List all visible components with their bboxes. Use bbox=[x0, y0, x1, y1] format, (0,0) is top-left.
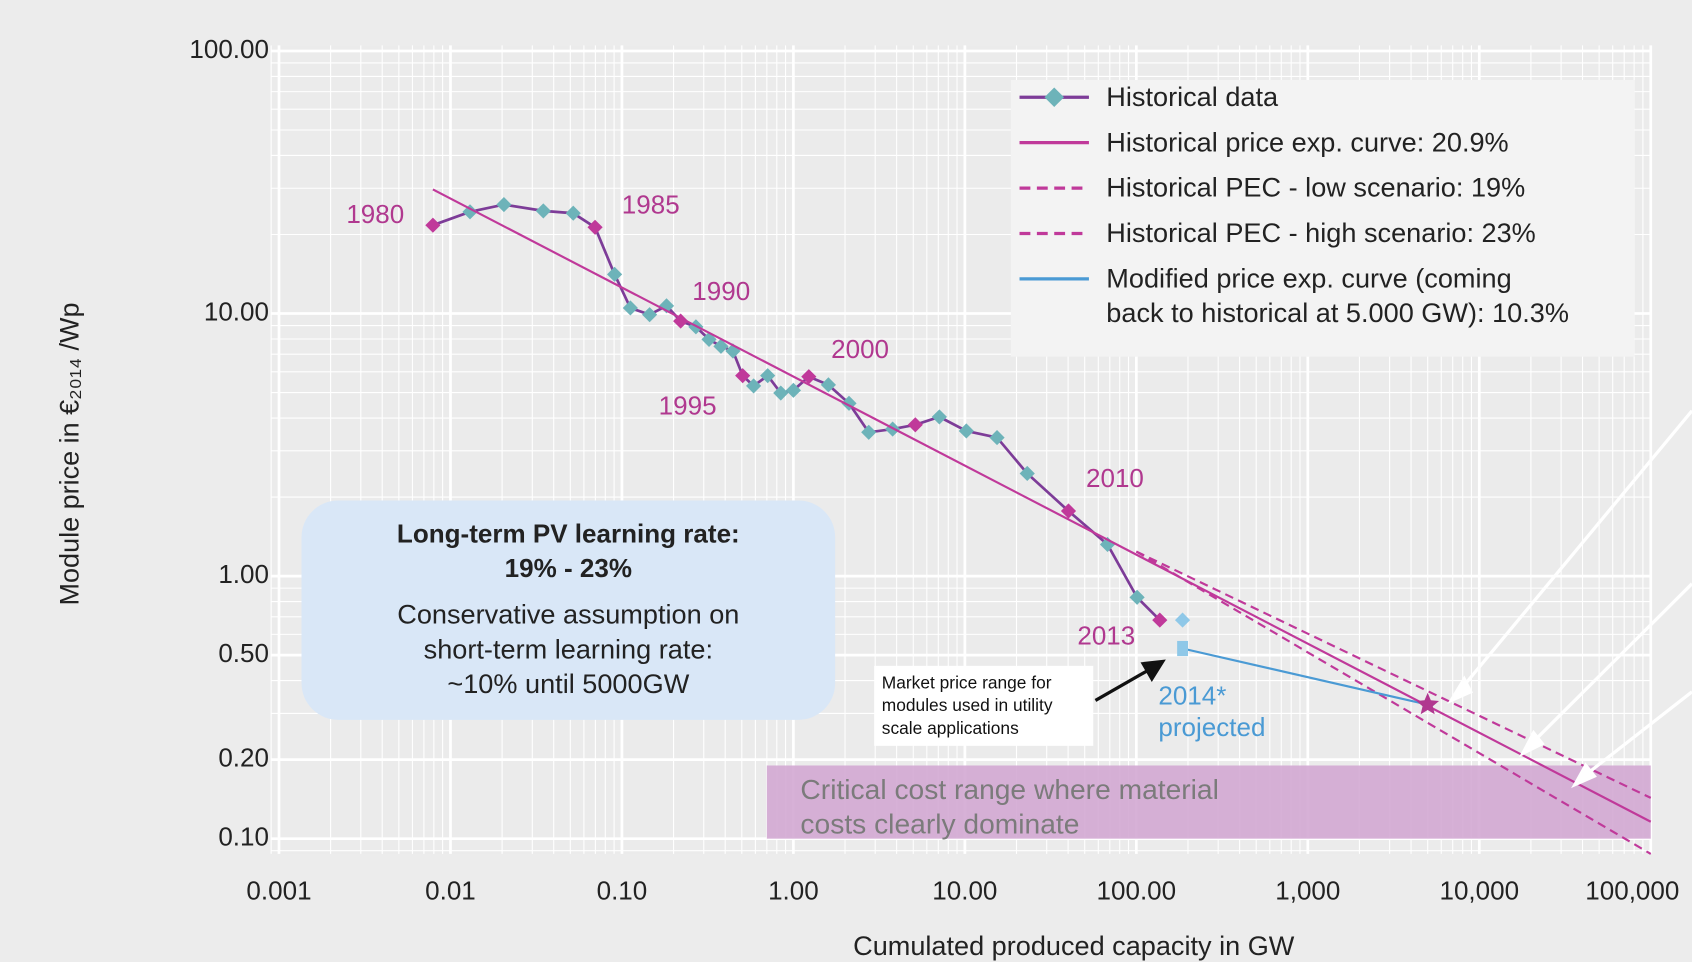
legend-swatch bbox=[1019, 186, 1089, 190]
series-line bbox=[432, 203, 1161, 622]
x-tick-label: 0.001 bbox=[246, 876, 311, 906]
cost-band bbox=[766, 765, 1651, 839]
x-tick-label: 10,000 bbox=[1440, 876, 1520, 906]
year-label: 2010 bbox=[1086, 463, 1144, 493]
year-label: 1995 bbox=[659, 390, 717, 420]
data-point bbox=[746, 378, 762, 394]
data-point bbox=[785, 382, 802, 398]
x-tick-label: 0.01 bbox=[425, 876, 476, 906]
legend-marker bbox=[1044, 87, 1064, 108]
legend-item: Historical price exp. curve: 20.9% bbox=[1017, 125, 1634, 160]
series-line bbox=[1135, 550, 1652, 855]
projected-point bbox=[1174, 612, 1191, 628]
y-tick-label: 0.10 bbox=[218, 822, 269, 852]
data-point bbox=[1152, 612, 1168, 628]
y-axis-label: Module price in €₂₀₁₄ /Wp bbox=[55, 303, 85, 606]
series-line bbox=[1135, 550, 1652, 799]
x-tick-label: 1,000 bbox=[1275, 876, 1340, 906]
projected-label: 2014* projected bbox=[1158, 682, 1266, 743]
year-label: 2013 bbox=[1077, 621, 1135, 651]
legend-swatch bbox=[1019, 231, 1089, 236]
legend-swatch bbox=[1019, 87, 1089, 108]
data-point bbox=[861, 424, 877, 440]
year-label: 1985 bbox=[622, 189, 680, 219]
legend-item: Historical data bbox=[1017, 80, 1634, 115]
market-note: Market price range for modules used in u… bbox=[874, 665, 1094, 746]
legend-swatch bbox=[1019, 277, 1089, 281]
x-tick-label: 1.00 bbox=[768, 876, 819, 906]
market-arrow bbox=[1094, 659, 1166, 702]
info-text: Conservative assumption on short-term le… bbox=[397, 599, 740, 700]
y-tick-label: 10.00 bbox=[204, 296, 269, 326]
legend-label: Historical PEC - low scenario: 19% bbox=[1106, 172, 1526, 204]
band-layer bbox=[766, 765, 1651, 839]
legend-label: Historical PEC - high scenario: 23% bbox=[1106, 218, 1536, 249]
data-point bbox=[713, 338, 729, 354]
legend-label: Historical data bbox=[1106, 82, 1279, 113]
x-tick-label: 100,000 bbox=[1585, 876, 1679, 906]
x-tick-label: 100.00 bbox=[1097, 876, 1177, 906]
data-point bbox=[907, 417, 923, 433]
data-point bbox=[773, 385, 789, 401]
data-point bbox=[642, 307, 658, 323]
band-label: Critical cost range where material costs… bbox=[800, 772, 1219, 840]
y-tick-label: 0.20 bbox=[218, 743, 269, 773]
x-tick-label: 0.10 bbox=[597, 876, 648, 906]
data-point bbox=[958, 423, 974, 439]
y-tick-label: 0.50 bbox=[218, 638, 269, 668]
y-tick-label: 100.00 bbox=[189, 34, 269, 64]
series-line bbox=[1182, 647, 1428, 706]
info-box: Long-term PV learning rate: 19% - 23% Co… bbox=[301, 500, 836, 720]
data-point bbox=[1129, 589, 1145, 605]
legend-swatch bbox=[1019, 141, 1089, 145]
y-tick-label: 1.00 bbox=[218, 559, 269, 589]
data-point bbox=[606, 266, 623, 282]
legend-item: Modified price exp. curve (coming back t… bbox=[1017, 262, 1634, 331]
year-label: 1980 bbox=[346, 199, 404, 229]
legend-label: Modified price exp. curve (coming back t… bbox=[1106, 263, 1569, 329]
year-label: 1990 bbox=[692, 276, 750, 306]
data-point bbox=[565, 205, 581, 221]
white-arrows bbox=[1447, 409, 1692, 789]
series-line bbox=[432, 188, 1652, 823]
x-tick-label: 10.00 bbox=[932, 876, 997, 906]
x-axis-label: Cumulated produced capacity in GW bbox=[853, 931, 1295, 961]
legend-item: Historical PEC - high scenario: 23% bbox=[1017, 216, 1634, 251]
info-heading: Long-term PV learning rate: 19% - 23% bbox=[396, 519, 740, 584]
data-point bbox=[462, 204, 478, 220]
legend: Historical data Historical price exp. cur… bbox=[1010, 79, 1635, 357]
legend-item: Historical PEC - low scenario: 19% bbox=[1017, 171, 1634, 206]
legend-label: Historical price exp. curve: 20.9% bbox=[1106, 127, 1509, 158]
data-point bbox=[1019, 465, 1035, 482]
year-label: 2000 bbox=[831, 334, 889, 364]
end-marker bbox=[1416, 692, 1440, 715]
projected-point bbox=[1177, 640, 1188, 657]
data-point bbox=[673, 313, 689, 329]
data-point bbox=[622, 300, 638, 316]
